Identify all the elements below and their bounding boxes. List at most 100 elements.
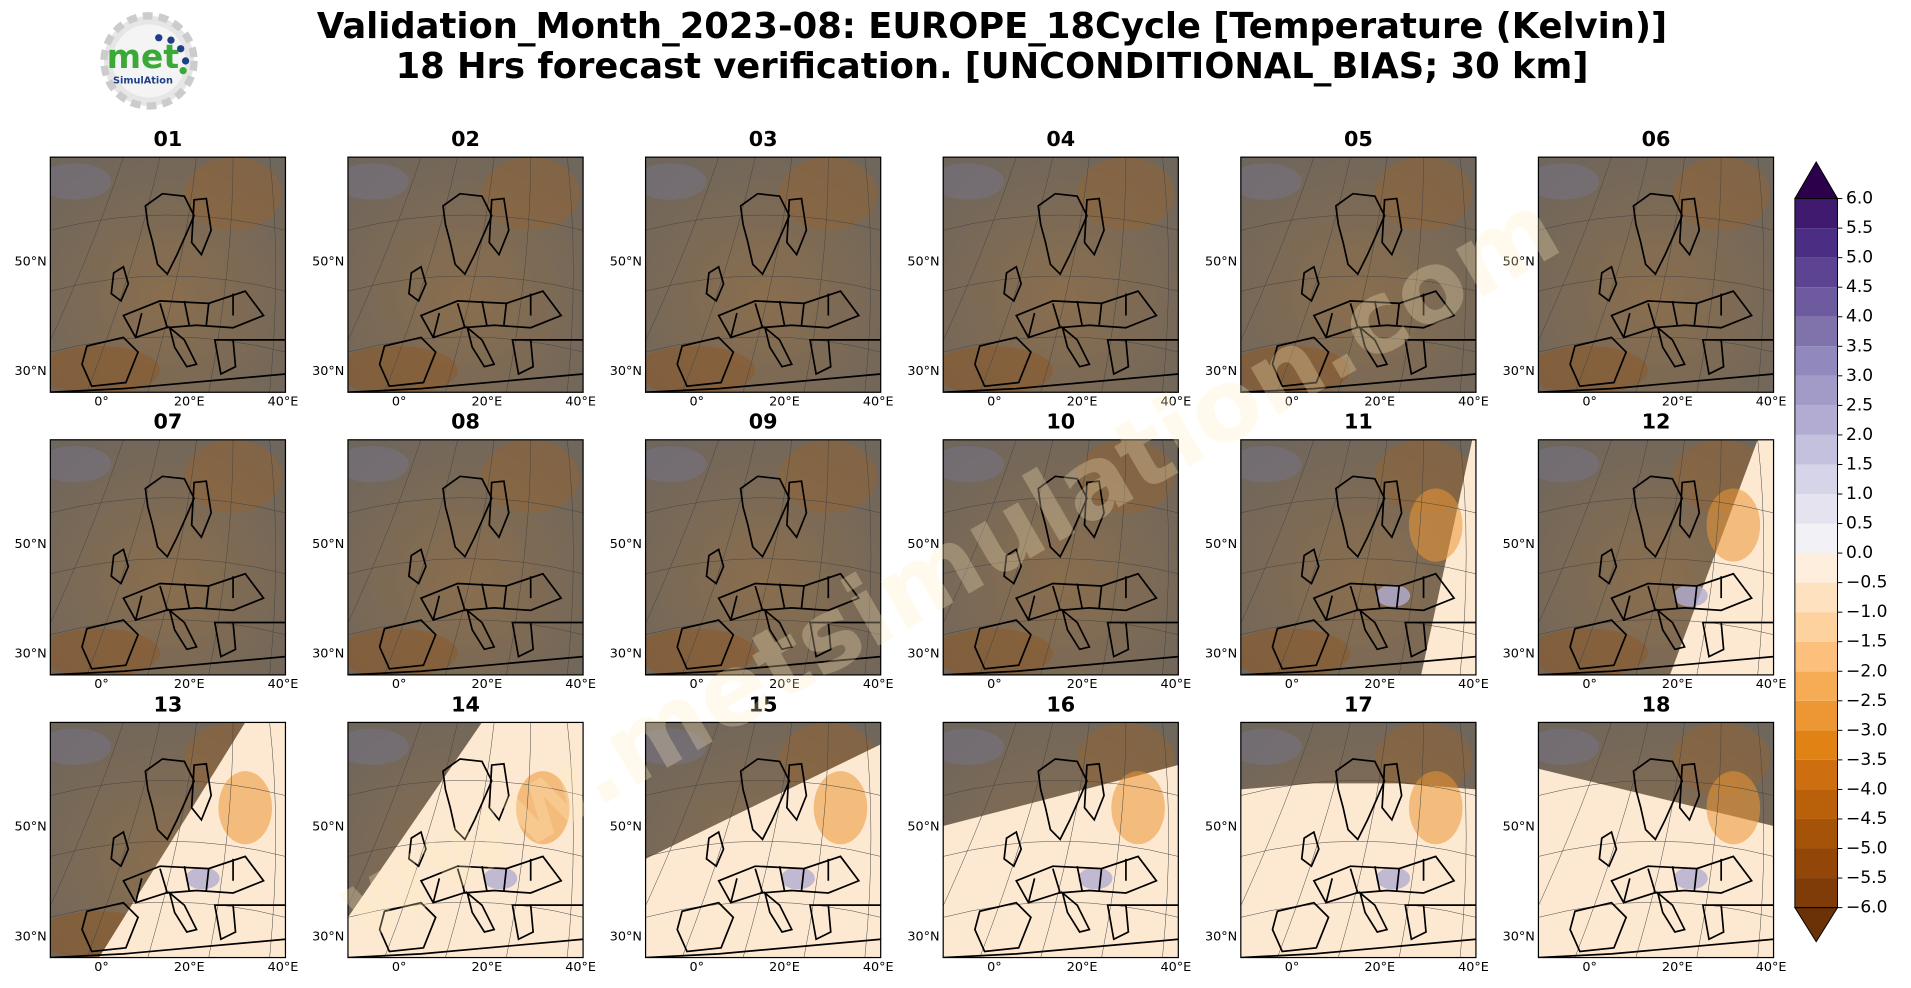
- lat-label: 30°N: [1503, 647, 1535, 662]
- lon-label: 0°: [689, 677, 704, 692]
- graticule: [943, 840, 1179, 857]
- graticule: [347, 901, 584, 918]
- panel-frame: [347, 721, 584, 959]
- lat-label: 50°N: [907, 537, 939, 552]
- coastline: [809, 904, 832, 941]
- logo: met SimulAtion: [100, 12, 198, 110]
- coastline: [730, 293, 830, 338]
- lon-label: 0°: [987, 395, 1002, 410]
- coastline: [407, 830, 427, 868]
- graticule: [1101, 722, 1127, 958]
- graticule: [567, 439, 574, 675]
- graticule: [943, 619, 1179, 635]
- cool-patch: [645, 445, 707, 483]
- map-panel: 18 50°N 30°N 0° 20°E 40°E: [1503, 692, 1787, 974]
- graticule: [1240, 275, 1476, 292]
- coastline: [1027, 293, 1127, 338]
- map-field: [645, 157, 881, 393]
- coastline: [1037, 475, 1088, 559]
- lat-label: 50°N: [14, 820, 46, 835]
- lon-label: 0°: [1285, 395, 1300, 410]
- coastline: [168, 608, 198, 651]
- colorbar-tick-label: 5.5: [1846, 218, 1873, 238]
- coastline: [488, 762, 510, 822]
- coastline: [50, 339, 286, 393]
- panel-frame: [347, 439, 584, 676]
- graticule: [445, 157, 495, 393]
- graticule: [1398, 722, 1424, 958]
- lon-label: 40°E: [863, 395, 894, 410]
- coastline: [1598, 265, 1618, 303]
- colorbar-bin: [1794, 287, 1838, 317]
- graticule: [50, 901, 286, 918]
- lon-label: 40°E: [565, 395, 596, 410]
- graticule: [979, 157, 1054, 393]
- coastline: [134, 576, 234, 621]
- map-panel: 12 50°N 30°N 0° 20°E 40°E: [1503, 410, 1787, 692]
- coastline: [739, 475, 791, 559]
- lon-label: 40°E: [1756, 677, 1787, 692]
- panel-frame: [1537, 721, 1775, 959]
- warm-patch: [1240, 345, 1351, 393]
- lon-label: 0°: [1285, 677, 1300, 692]
- graticule: [50, 336, 286, 353]
- panel-frame: [49, 156, 287, 393]
- lat-label: 30°N: [610, 364, 642, 379]
- cool-patch: [1240, 163, 1302, 200]
- lon-label: 40°E: [1458, 677, 1489, 692]
- coastline: [786, 480, 808, 539]
- graticule: [645, 497, 881, 514]
- graticule: [1459, 722, 1467, 958]
- lat-label: 50°N: [610, 820, 642, 835]
- coastline: [81, 901, 140, 953]
- colorbar-bin: [1794, 464, 1838, 494]
- coastline: [676, 901, 735, 953]
- graticule: [1757, 722, 1765, 958]
- coastline: [763, 608, 794, 651]
- panel-title: 16: [1046, 692, 1075, 716]
- graticule: [943, 275, 1179, 292]
- panels: 01 50°N 30°N 0° 20°E 40°E 02 50°N 30°N 0° 20°E 40°E…: [14, 127, 1786, 975]
- coastline: [786, 762, 808, 822]
- graticule: [1240, 157, 1315, 342]
- lon-label: 40°E: [268, 960, 299, 975]
- graticule: [645, 840, 881, 857]
- lat-label: 50°N: [1205, 820, 1237, 835]
- graticule: [269, 439, 276, 675]
- graticule: [645, 901, 881, 918]
- graticule: [50, 439, 124, 624]
- warm-patch: [1111, 771, 1165, 845]
- cool-patch: [1376, 867, 1411, 890]
- cool-patch: [347, 728, 409, 766]
- lon-label: 0°: [1582, 677, 1597, 692]
- warm-patch: [813, 771, 868, 845]
- graticule: [50, 497, 286, 514]
- lat-label: 50°N: [312, 820, 344, 835]
- lon-label: 0°: [94, 960, 109, 975]
- coastline: [763, 890, 794, 933]
- warm-patch: [1240, 628, 1351, 675]
- lat-label: 50°N: [14, 254, 46, 269]
- graticule: [208, 157, 234, 393]
- graticule: [269, 157, 276, 393]
- coastline: [50, 904, 286, 958]
- graticule: [1635, 722, 1685, 958]
- coastline: [809, 621, 832, 658]
- graticule: [86, 157, 161, 393]
- coastline: [739, 758, 791, 841]
- graticule: [347, 840, 584, 857]
- coastline: [110, 548, 130, 585]
- cool-patch: [645, 163, 707, 200]
- colorbar-bin: [1794, 523, 1838, 554]
- coastline: [1106, 339, 1130, 376]
- graticule: [1162, 439, 1169, 675]
- lon-label: 0°: [1582, 960, 1597, 975]
- coastline: [1678, 197, 1701, 257]
- coastline: [1334, 758, 1386, 841]
- graticule: [50, 558, 286, 575]
- warm-patch: [347, 628, 458, 675]
- lat-label: 30°N: [907, 364, 939, 379]
- warm-patch: [1408, 488, 1463, 562]
- valid-region: [1421, 439, 1476, 675]
